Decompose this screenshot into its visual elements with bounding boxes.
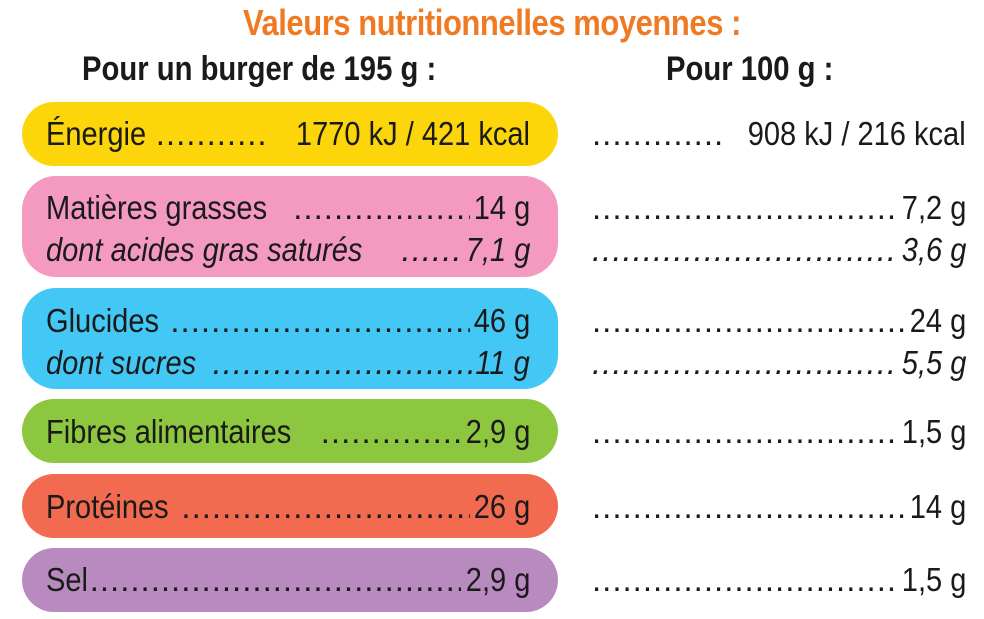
per-burger-value: 14 g [473, 189, 530, 226]
energy-row-per100: 908 kJ / 216 kcal [596, 117, 966, 150]
nutrient-label: dont sucres [46, 344, 197, 381]
fibre-row-per100: 1,5 g [596, 415, 966, 448]
nutrient-label: Fibres alimentaires [46, 413, 292, 450]
nutrient-label: Matières grasses [46, 189, 268, 226]
dot-leader [592, 191, 897, 224]
column-header-per-burger: Pour un burger de 195 g : [82, 50, 437, 88]
dot-leader [592, 304, 906, 337]
per-100g-value: 908 kJ / 216 kcal [748, 115, 966, 152]
sugars-row: dont sucres 11 g [46, 346, 530, 379]
per-burger-value: 46 g [473, 302, 530, 339]
fibre-row: Fibres alimentaires 2,9 g [46, 415, 530, 448]
per-burger-value: 2,9 g [465, 561, 530, 598]
per-100g-value: 5,5 g [901, 344, 966, 381]
per-100g-value: 24 g [909, 302, 966, 339]
sugars-row-per100: 5,5 g [596, 346, 966, 379]
per-100g-value: 14 g [909, 488, 966, 525]
per-burger-value: 1770 kJ / 421 kcal [295, 115, 530, 152]
fats-row: Matières grasses 14 g [46, 191, 530, 224]
carbohydrates-row: Glucides 46 g [46, 304, 530, 337]
nutrient-label: Glucides [46, 302, 159, 339]
nutrient-label: Protéines [46, 488, 169, 525]
per-burger-value: 7,1 g [465, 231, 530, 268]
per-100g-value: 1,5 g [901, 561, 966, 598]
dot-leader [592, 233, 897, 266]
per-burger-value: 11 g [475, 344, 530, 381]
dot-leader [321, 415, 461, 448]
per-100g-value: 7,2 g [901, 189, 966, 226]
dot-leader [213, 346, 473, 379]
dot-leader [402, 233, 461, 266]
per-100g-value: 1,5 g [901, 413, 966, 450]
per-burger-value: 2,9 g [465, 413, 530, 450]
salt-row-per100: 1,5 g [596, 563, 966, 596]
nutrient-label: dont acides gras saturés [46, 231, 363, 268]
energy-pill [22, 102, 558, 166]
protein-row: Protéines 26 g [46, 490, 530, 523]
protein-row-per100: 14 g [596, 490, 966, 523]
fats-row-per100: 7,2 g [596, 191, 966, 224]
dot-leader [156, 117, 268, 150]
dot-leader [592, 415, 897, 448]
dot-leader [181, 490, 469, 523]
nutrient-label: Sel [46, 561, 88, 598]
salt-row: Sel 2,9 g [46, 563, 530, 596]
column-header-per-100g: Pour 100 g : [666, 50, 834, 88]
fibre-pill [22, 399, 558, 463]
dot-leader [592, 117, 722, 150]
carbohydrates-row-per100: 24 g [596, 304, 966, 337]
table-title: Valeurs nutritionnelles moyennes : [242, 2, 742, 43]
saturated-fats-row: dont acides gras saturés 7,1 g [46, 233, 530, 266]
nutrient-label: Énergie [46, 115, 147, 152]
dot-leader [90, 563, 461, 596]
energy-row: Énergie 1770 kJ / 421 kcal [46, 117, 530, 150]
dot-leader [592, 490, 906, 523]
per-100g-value: 3,6 g [901, 231, 966, 268]
dot-leader [592, 346, 897, 379]
saturated-fats-row-per100: 3,6 g [596, 233, 966, 266]
per-burger-value: 26 g [473, 488, 530, 525]
dot-leader [293, 191, 470, 224]
dot-leader [170, 304, 469, 337]
dot-leader [592, 563, 897, 596]
